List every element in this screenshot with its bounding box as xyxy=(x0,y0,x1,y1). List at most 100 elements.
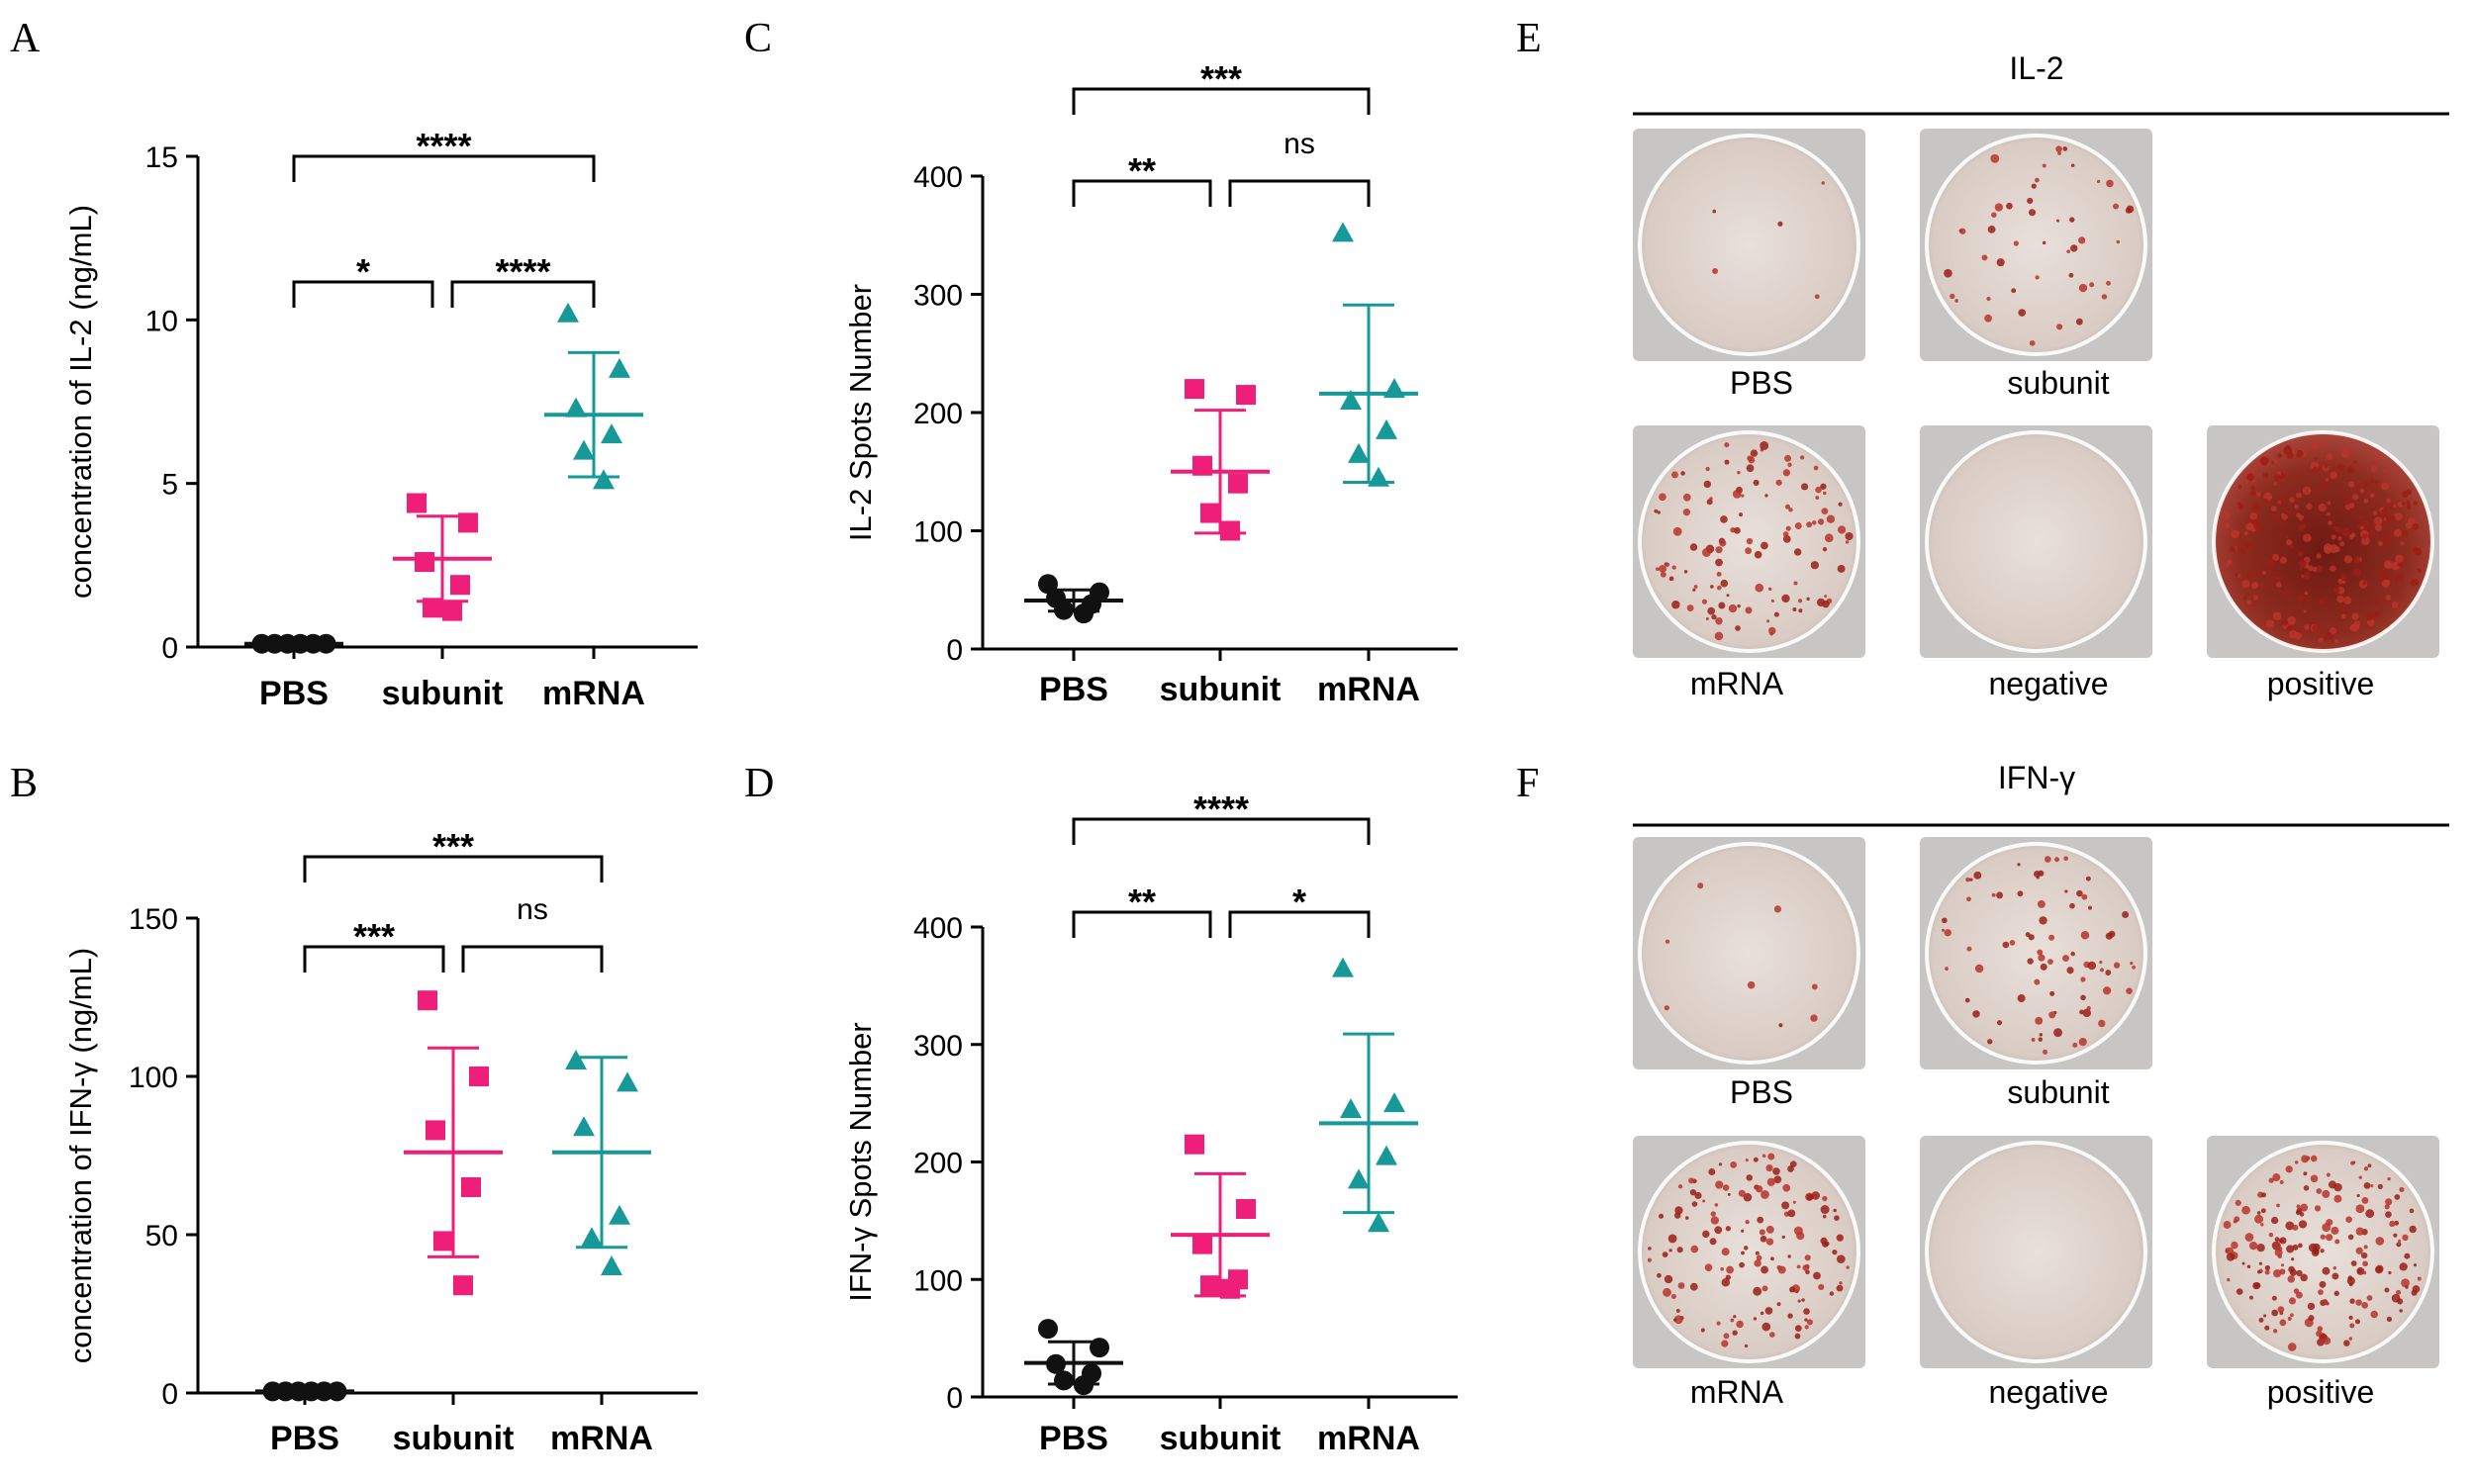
well-spot xyxy=(2361,1196,2369,1204)
well-spot xyxy=(2362,533,2368,539)
well-spot xyxy=(1761,1322,1771,1332)
well-spot xyxy=(2396,1289,2402,1295)
x-category-label: PBS xyxy=(259,675,329,712)
data-point-mrna xyxy=(1348,442,1370,463)
well-spot xyxy=(1950,293,1955,300)
well-spot xyxy=(2130,961,2134,966)
well-spot xyxy=(2246,570,2255,579)
well-spot xyxy=(2018,309,2027,317)
well-spot xyxy=(2280,1263,2285,1267)
well-spot xyxy=(2311,1249,2320,1257)
well-spot xyxy=(2294,1160,2299,1164)
well-label: mRNA xyxy=(1690,666,1784,701)
well-spot xyxy=(2275,575,2279,580)
well-spot xyxy=(1782,535,1791,543)
data-point-mrna xyxy=(601,1255,622,1275)
x-category-label: subunit xyxy=(1160,671,1282,708)
well-spot xyxy=(2270,506,2277,511)
data-point-subunit xyxy=(469,1067,489,1086)
data-point-subunit xyxy=(1185,1134,1204,1155)
well-spot xyxy=(1974,964,1984,974)
well-spot xyxy=(2256,1244,2265,1252)
well-spot xyxy=(1659,493,1666,502)
well-spot xyxy=(1747,980,1756,989)
x-category-label: subunit xyxy=(1160,1420,1282,1457)
well-spot xyxy=(1797,1299,1801,1303)
well-spot xyxy=(2356,1266,2365,1275)
well-rim xyxy=(1638,430,1860,653)
well-spot xyxy=(2287,510,2291,514)
well-spot xyxy=(2078,236,2086,244)
well-spot xyxy=(2055,145,2062,152)
well-spot xyxy=(1701,599,1708,604)
well-spot xyxy=(2358,1175,2362,1179)
well-spot xyxy=(2321,480,2329,488)
well-label: subunit xyxy=(2007,365,2109,401)
well-spot xyxy=(1720,579,1729,588)
well-spot xyxy=(2318,637,2324,643)
well-spot xyxy=(2349,624,2357,632)
well-spot xyxy=(2318,1289,2324,1295)
well-spot xyxy=(2370,1310,2378,1319)
well-spot xyxy=(2320,1249,2325,1253)
data-point-mrna xyxy=(1340,390,1362,411)
well-spot xyxy=(2080,994,2086,1001)
data-point-mrna xyxy=(1376,418,1397,439)
well-spot xyxy=(1734,526,1741,534)
well-positive xyxy=(2207,1136,2439,1368)
data-point-subunit xyxy=(461,1177,481,1197)
well-spot xyxy=(2285,538,2293,546)
well-spot xyxy=(2226,559,2233,566)
well-spot xyxy=(2265,619,2274,628)
well-spot xyxy=(2406,489,2413,496)
well-spot xyxy=(1720,1266,1725,1271)
well-spot xyxy=(1793,581,1798,586)
well-spot xyxy=(2261,570,2266,575)
well-spot xyxy=(2268,1177,2274,1183)
well-spot xyxy=(2395,512,2403,520)
well-spot xyxy=(2245,522,2254,531)
well-spot xyxy=(1846,1265,1850,1269)
well-spot xyxy=(2389,1220,2396,1228)
well-spot xyxy=(1675,1308,1680,1313)
well-spot xyxy=(2244,542,2252,549)
well-spot xyxy=(2401,529,2409,537)
well-spot xyxy=(1733,1315,1737,1319)
well-spot xyxy=(1813,1271,1821,1280)
well-spot xyxy=(2254,1214,2264,1224)
well-spot xyxy=(1973,871,1982,880)
well-spot xyxy=(2048,1011,2056,1019)
well-spot xyxy=(1792,1200,1796,1204)
well-spot xyxy=(2231,529,2240,539)
data-point-mrna xyxy=(1340,1098,1362,1119)
well-spot xyxy=(2306,597,2312,602)
well-spot xyxy=(1660,571,1666,578)
well-spot xyxy=(2394,1194,2401,1200)
well-spot xyxy=(2288,1265,2295,1273)
well-spot xyxy=(2017,994,2026,1003)
well-spot xyxy=(2070,951,2075,957)
well-spot xyxy=(1754,1259,1761,1267)
well-spot xyxy=(2101,294,2108,300)
data-point-mrna xyxy=(601,423,622,444)
well-spot xyxy=(2294,504,2299,510)
well-spot xyxy=(1996,258,2005,267)
well-spot xyxy=(2303,609,2307,613)
well-spot xyxy=(2292,449,2298,455)
y-axis-label: IL-2 Spots Number xyxy=(843,284,878,541)
well-spot xyxy=(2269,575,2274,580)
well-rim xyxy=(1925,430,2147,653)
well-spot xyxy=(2304,591,2309,596)
well-spot xyxy=(1796,1231,1805,1241)
well-spot xyxy=(2285,1165,2293,1173)
well-spot xyxy=(2287,1343,2297,1351)
well-spot xyxy=(1714,631,1724,641)
well-spot xyxy=(2302,486,2312,496)
well-spot xyxy=(1705,616,1709,620)
well-subunit xyxy=(1920,837,2152,1069)
well-spot xyxy=(1692,588,1696,592)
well-spot xyxy=(1702,1199,1706,1203)
well-spot xyxy=(1701,547,1711,557)
well-spot xyxy=(1766,1177,1775,1186)
well-spot xyxy=(2312,566,2318,573)
